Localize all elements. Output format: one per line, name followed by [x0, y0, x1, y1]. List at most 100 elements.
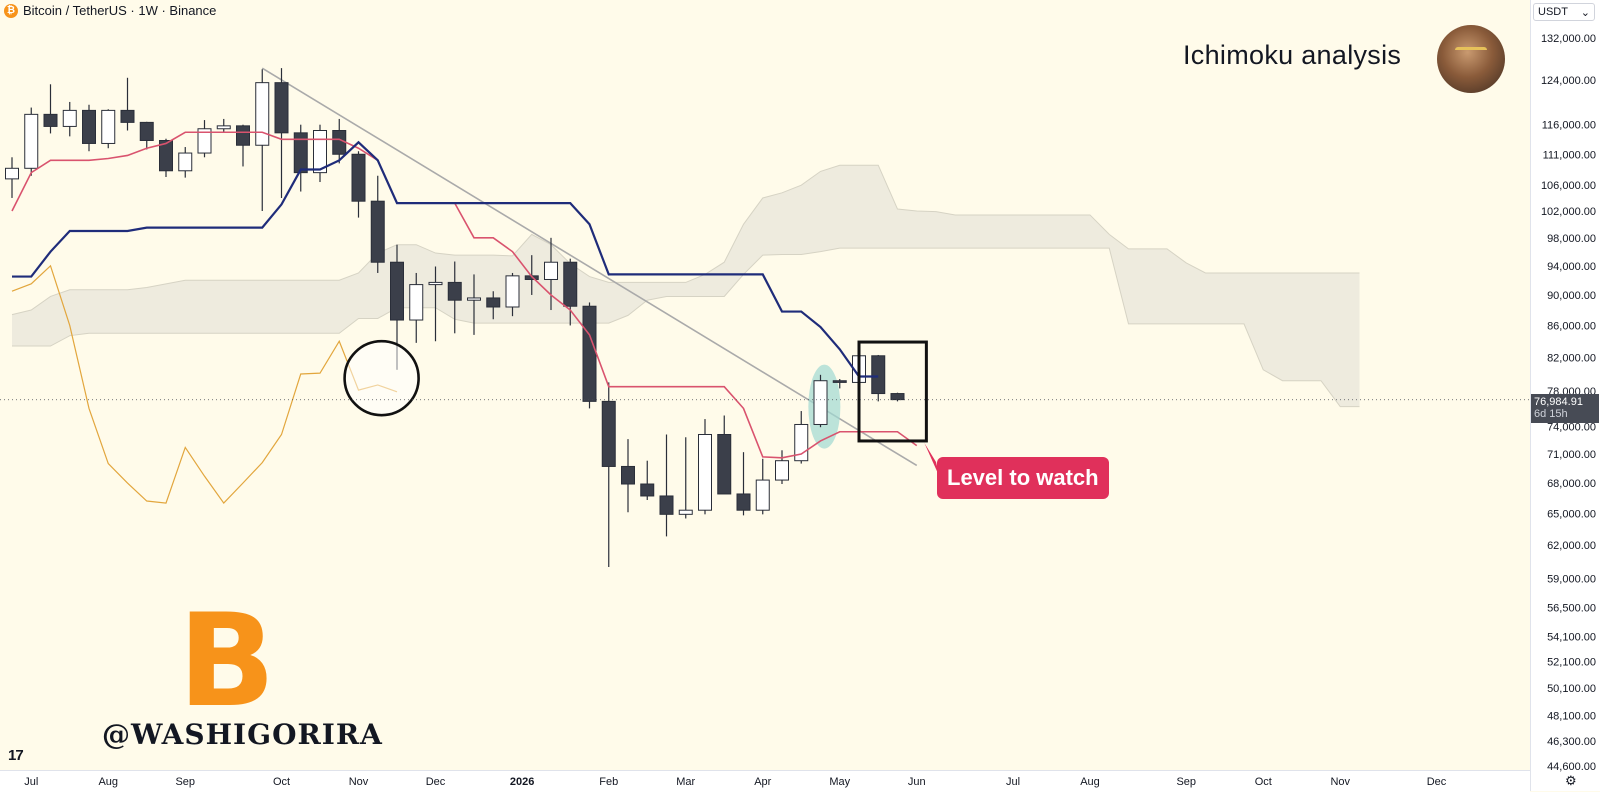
candle-body — [640, 483, 655, 497]
candle-body — [467, 297, 481, 301]
price-chart[interactable]: JulAugSepOctNovDec2026FebMarAprMayJunJul… — [0, 0, 1530, 770]
x-tick-label: Sep — [1176, 776, 1196, 788]
y-tick-label: 124,000.00 — [1541, 75, 1596, 87]
candle-body — [5, 167, 19, 180]
x-tick-label: Dec — [426, 776, 446, 788]
x-tick-label: Jul — [24, 776, 38, 788]
y-tick-label: 56,500.00 — [1547, 602, 1596, 614]
x-tick-label: Sep — [175, 776, 195, 788]
x-tick-label: Dec — [1427, 776, 1447, 788]
y-tick-label: 59,000.00 — [1547, 573, 1596, 585]
y-tick-label: 71,000.00 — [1547, 449, 1596, 461]
callout-pointer — [924, 442, 940, 478]
candle-body — [62, 109, 77, 127]
y-tick-label: 65,000.00 — [1547, 508, 1596, 520]
candle-body — [43, 113, 58, 127]
currency-selector[interactable]: USDT ⌄ — [1533, 3, 1595, 21]
bitcoin-logo: B — [178, 587, 276, 736]
y-tick-label: 102,000.00 — [1541, 206, 1596, 218]
candle-body — [717, 433, 732, 495]
candle-body — [563, 261, 578, 307]
candle-body — [24, 113, 39, 169]
candle-body — [505, 275, 520, 308]
author-avatar — [1437, 25, 1505, 93]
price-axis-labels: 132,000.00 124,000.00 116,000.00 111,000.00… — [1541, 33, 1596, 773]
candle-body — [775, 460, 789, 481]
y-tick-label: 54,100.00 — [1547, 631, 1596, 643]
y-tick-label: 86,000.00 — [1547, 320, 1596, 332]
y-tick-label: 50,100.00 — [1547, 683, 1596, 695]
candle-body — [197, 128, 212, 154]
x-tick-label: Jul — [1006, 776, 1020, 788]
candle-body — [428, 281, 443, 286]
annotation-box — [857, 340, 928, 443]
tenkan-sen — [11, 131, 918, 459]
candle-body — [486, 297, 501, 308]
y-tick-label: 52,100.00 — [1547, 657, 1596, 669]
y-tick-label: 68,000.00 — [1547, 478, 1596, 490]
candle-body — [659, 495, 674, 515]
gear-icon[interactable]: ⚙ — [1565, 773, 1577, 788]
symbol-label: Bitcoin / TetherUS · 1W · Binance — [23, 3, 217, 18]
bar-countdown: 6d 15h — [1534, 408, 1568, 420]
last-price-badge: 76,984.91 6d 15h — [1531, 394, 1599, 423]
x-tick-label: May — [829, 776, 850, 788]
y-tick-label: 44,600.00 — [1547, 761, 1596, 773]
y-tick-label: 111,000.00 — [1543, 149, 1596, 161]
candle-body — [601, 400, 616, 467]
x-tick-label: Nov — [1330, 776, 1350, 788]
x-tick-label: Mar — [676, 776, 695, 788]
candle-body — [139, 121, 154, 141]
time-axis[interactable] — [0, 770, 1530, 792]
bitcoin-icon: ₿ — [4, 3, 18, 18]
candle-body — [755, 479, 770, 511]
candle-body — [178, 152, 193, 172]
x-tick-label: Aug — [1080, 776, 1100, 788]
y-tick-label: 74,000.00 — [1547, 421, 1596, 433]
y-tick-label: 132,000.00 — [1541, 33, 1596, 45]
candle-body — [120, 109, 135, 123]
y-tick-label: 116,000.00 — [1542, 120, 1596, 132]
candle-body — [447, 281, 462, 301]
trendline — [261, 67, 918, 467]
candle-body — [582, 305, 597, 402]
senkou-span-b — [12, 247, 1360, 408]
tradingview-logo[interactable]: 17 — [8, 747, 24, 764]
senkou-span-a — [11, 164, 1360, 316]
candle-body — [698, 433, 712, 511]
y-tick-label: 48,100.00 — [1547, 710, 1596, 722]
candle-body — [871, 355, 886, 395]
candle-body — [313, 130, 327, 174]
level-callout: Level to watch — [937, 457, 1109, 499]
candle-body — [332, 130, 347, 155]
candle-body — [216, 125, 231, 130]
candle-body — [621, 465, 635, 485]
candle-body — [390, 261, 404, 321]
candle-body — [351, 153, 366, 202]
kijun-sen — [12, 140, 879, 378]
x-tick-label: Jun — [908, 776, 926, 788]
x-tick-label: Nov — [349, 776, 369, 788]
candle-body — [813, 380, 828, 425]
chart-title: Ichimoku analysis — [1183, 40, 1402, 70]
candle-body — [159, 139, 173, 172]
candle-body — [544, 261, 558, 280]
last-price: 76,984.91 — [1534, 396, 1583, 408]
y-tick-label: 46,300.00 — [1547, 736, 1596, 748]
y-tick-label: 62,000.00 — [1547, 540, 1596, 552]
currency-label: USDT — [1538, 6, 1568, 18]
symbol-header[interactable]: ₿ Bitcoin / TetherUS · 1W · Binance — [4, 3, 216, 18]
y-tick-label: 90,000.00 — [1547, 290, 1596, 302]
x-tick-label: Oct — [1255, 776, 1272, 788]
x-tick-label: Aug — [98, 776, 118, 788]
x-tick-label: Oct — [273, 776, 290, 788]
candle-body — [236, 125, 250, 146]
candle-body — [274, 82, 289, 134]
ichimoku-cloud — [12, 165, 1360, 407]
watermark-handle: @WASHIGORIRA — [102, 718, 383, 751]
candle-body — [890, 393, 905, 401]
candle-body — [370, 200, 385, 263]
time-axis-labels: Jul Aug Sep Oct Nov Dec 2026 Feb Mar Apr May Jun Jul… — [24, 776, 1447, 788]
candle-body — [82, 109, 96, 144]
y-tick-label: 94,000.00 — [1547, 261, 1596, 273]
